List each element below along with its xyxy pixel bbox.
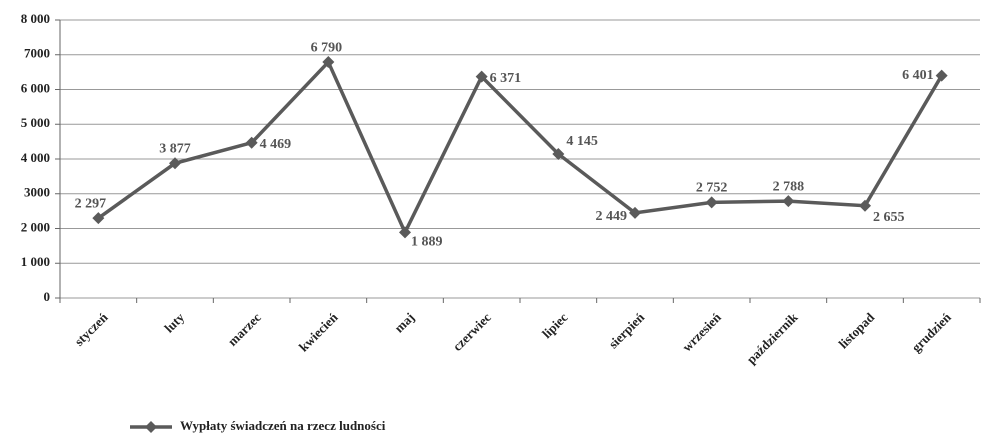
point (245, 136, 258, 149)
legend-label: Wypłaty świadczeń na rzecz ludności (180, 418, 386, 433)
point (399, 226, 411, 239)
x-tick-label: kwiecień (296, 309, 341, 354)
y-tick-label: 2 000 (21, 219, 50, 234)
data-label: 4 469 (260, 137, 292, 152)
y-tick-label: 3000 (24, 185, 50, 200)
data-label: 2 297 (75, 196, 107, 211)
data-label: 1 889 (411, 235, 443, 250)
x-tick-label: luty (161, 309, 187, 335)
point (629, 206, 641, 219)
point (705, 196, 718, 209)
data-label: 2 449 (596, 209, 628, 224)
y-tick-label: 0 (44, 289, 51, 304)
legend-marker (145, 421, 157, 433)
point (169, 157, 181, 170)
x-tick-label: styczeń (71, 309, 111, 349)
y-tick-label: 7000 (24, 46, 50, 61)
data-label: 6 371 (490, 71, 521, 86)
point (92, 212, 105, 225)
y-tick-label: 1 000 (21, 254, 50, 269)
x-tick-label: czerwiec (450, 309, 494, 353)
x-tick-label: lipiec (539, 309, 571, 341)
data-label: 2 788 (773, 179, 805, 194)
x-tick-label: maj (391, 310, 417, 336)
data-label: 2 752 (696, 181, 728, 196)
data-label: 4 145 (566, 134, 598, 149)
point (782, 195, 795, 208)
point (552, 147, 565, 160)
x-tick-label: sierpień (605, 309, 647, 351)
x-tick-label: marzec (225, 309, 264, 348)
data-label: 6 790 (311, 40, 343, 55)
y-tick-label: 5 000 (21, 115, 50, 130)
x-tick-label: wrzesień (679, 309, 724, 354)
x-tick-label: październik (743, 309, 801, 367)
data-label: 6 401 (902, 68, 934, 83)
point (475, 70, 488, 83)
data-label: 2 655 (873, 210, 905, 225)
data-label: 3 877 (159, 141, 191, 156)
point (322, 56, 335, 69)
point (935, 69, 948, 82)
x-tick-label: grudzień (909, 309, 955, 355)
x-tick-label: listopad (835, 309, 877, 351)
y-tick-label: 6 000 (21, 80, 50, 95)
series-line (97, 58, 944, 237)
y-tick-label: 4 000 (21, 150, 50, 165)
y-tick-label: 8 000 (21, 11, 50, 26)
point (859, 199, 871, 212)
